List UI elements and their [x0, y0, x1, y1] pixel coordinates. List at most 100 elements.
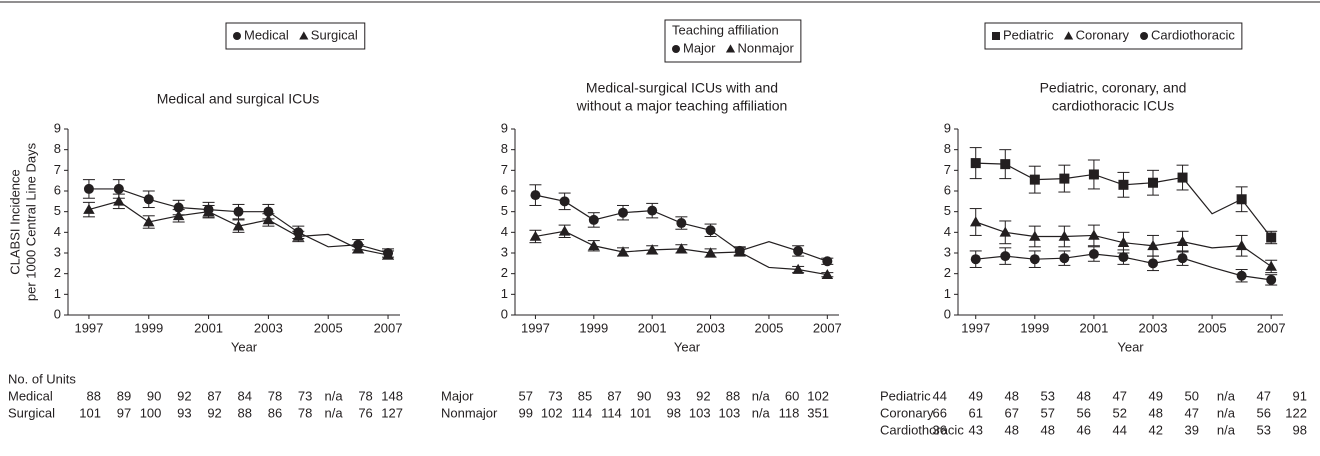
legend-box — [664, 19, 802, 63]
marker — [83, 183, 94, 194]
chart-title: Pediatric, coronary, and — [1040, 80, 1187, 96]
marker — [352, 243, 364, 254]
table-cell: n/a — [1217, 405, 1236, 420]
legend-label: Medical — [244, 27, 289, 42]
x-tick-label: 2001 — [1079, 320, 1108, 335]
table-cell: 42 — [1149, 422, 1163, 437]
marker — [1088, 169, 1099, 180]
table-cell: n/a — [325, 388, 344, 403]
table-cell: 56 — [1077, 405, 1091, 420]
table-cell: 127 — [381, 405, 403, 420]
marker — [1029, 174, 1040, 185]
table-cell: 102 — [541, 405, 563, 420]
y-tick-label: 5 — [944, 203, 951, 218]
marker — [1148, 177, 1158, 188]
marker — [793, 245, 804, 256]
table-cell: 118 — [779, 405, 800, 420]
x-axis-label: Year — [231, 339, 258, 354]
marker — [1235, 240, 1248, 251]
table-cell: 97 — [117, 405, 131, 420]
table-cell: 48 — [1149, 405, 1163, 420]
marker — [1176, 235, 1189, 246]
legend-box — [225, 22, 366, 50]
y-tick-label: 2 — [501, 265, 508, 280]
table-cell: 102 — [807, 388, 829, 403]
marker — [232, 220, 245, 231]
marker — [1177, 253, 1188, 264]
marker — [588, 214, 599, 225]
table-cell: 46 — [1077, 422, 1091, 437]
table-cell: 86 — [268, 405, 282, 420]
table-title: No. of Units — [8, 371, 76, 386]
table-cell: n/a — [752, 405, 771, 420]
marker — [705, 225, 716, 236]
marker — [1000, 159, 1011, 170]
y-tick-label: 9 — [944, 120, 951, 135]
x-tick-label: 2003 — [254, 320, 283, 335]
x-tick-label: 2007 — [374, 320, 403, 335]
legend-marker — [299, 31, 309, 40]
x-tick-label: 1999 — [579, 320, 608, 335]
table-cell: 39 — [1185, 422, 1199, 437]
y-tick-label: 5 — [501, 203, 508, 218]
marker — [382, 249, 394, 260]
table-cell: 44 — [1113, 422, 1127, 437]
marker — [588, 240, 600, 251]
y-tick-label: 7 — [501, 162, 508, 177]
table-cell: 73 — [548, 388, 562, 403]
marker — [676, 218, 687, 229]
legend-label: Major — [683, 40, 716, 55]
marker — [113, 195, 125, 206]
y-tick-label: 6 — [501, 182, 508, 197]
table-cell: 47 — [1185, 405, 1199, 420]
table-cell: 47 — [1257, 388, 1271, 403]
table-cell: n/a — [325, 405, 344, 420]
table-cell: 66 — [933, 405, 947, 420]
table-cell: 36 — [933, 422, 947, 437]
x-tick-label: 2005 — [1198, 320, 1227, 335]
legend-marker — [725, 44, 736, 53]
marker — [618, 207, 628, 218]
y-tick-label: 4 — [54, 224, 61, 239]
table-cell: n/a — [752, 388, 771, 403]
x-tick-label: 2003 — [696, 320, 725, 335]
marker — [969, 216, 982, 227]
marker — [821, 268, 834, 280]
legend-marker — [992, 32, 1000, 40]
table-cell: 87 — [607, 388, 621, 403]
marker — [646, 244, 658, 255]
marker — [1236, 270, 1247, 281]
chart-title: without a major teaching affiliation — [576, 98, 788, 114]
x-tick-label: 2005 — [314, 320, 343, 335]
y-tick-label: 3 — [54, 244, 61, 259]
table-cell: 48 — [1005, 422, 1019, 437]
table-cell: 43 — [969, 422, 983, 437]
legend-label: Pediatric — [1003, 27, 1054, 42]
marker — [999, 226, 1012, 237]
table-cell: 57 — [1041, 405, 1055, 420]
table-cell: 53 — [1257, 422, 1271, 437]
x-tick-label: 2005 — [754, 320, 783, 335]
y-tick-label: 7 — [54, 162, 61, 177]
x-tick-label: 1997 — [74, 320, 103, 335]
table-cell: 47 — [1113, 388, 1127, 403]
x-tick-label: 1997 — [961, 320, 990, 335]
table-cell: n/a — [1217, 388, 1236, 403]
table-row-label: Coronary — [880, 405, 934, 420]
table-row-label: Medical — [8, 388, 53, 403]
marker — [1265, 260, 1277, 271]
x-tick-label: 1999 — [1020, 320, 1049, 335]
marker — [1059, 253, 1070, 264]
table-cell: 57 — [519, 388, 533, 403]
y-tick-label: 0 — [944, 306, 951, 321]
marker — [822, 256, 833, 267]
y-tick-label: 7 — [944, 162, 951, 177]
table-cell: 85 — [578, 388, 592, 403]
legend-label: Coronary — [1076, 27, 1130, 42]
marker — [83, 203, 95, 214]
table-cell: 114 — [571, 405, 592, 420]
table-cell: 93 — [667, 388, 681, 403]
x-tick-label: 2007 — [1257, 320, 1286, 335]
table-row-label: Major — [441, 388, 474, 403]
marker — [1088, 229, 1100, 240]
